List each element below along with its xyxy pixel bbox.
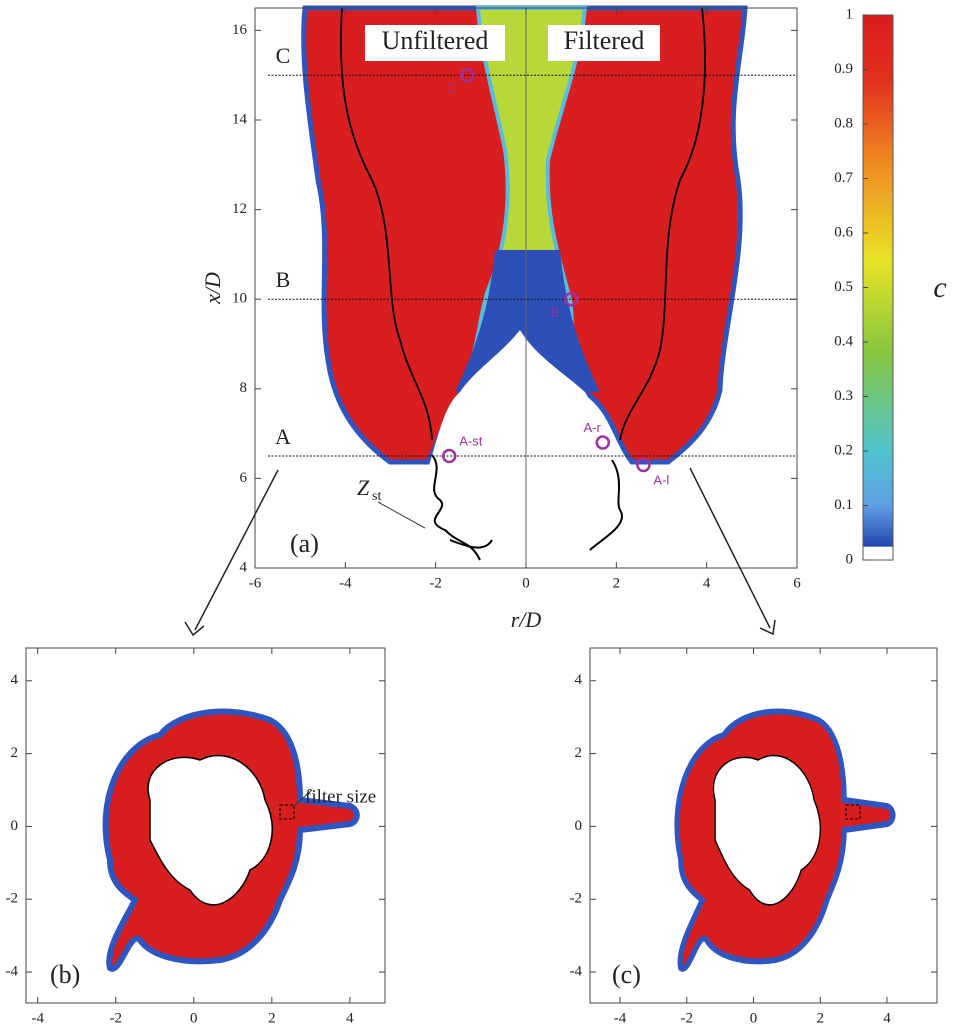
x-tick-label: -4 <box>614 1010 627 1026</box>
colorbar-tick-label: 1 <box>846 6 854 22</box>
colorbar-tick-label: 0.3 <box>834 388 853 404</box>
x-tick-label: 0 <box>750 1010 758 1026</box>
y-tick-label: -4 <box>6 963 19 979</box>
y-tick-label: 6 <box>240 470 248 486</box>
section-label: C <box>276 43 291 68</box>
y-tick-label: 8 <box>240 380 248 396</box>
x-tick-label: 0 <box>190 1010 198 1026</box>
x-tick-label: 6 <box>793 575 801 591</box>
x-tick-label: -6 <box>249 575 262 591</box>
x-axis-label: r/D <box>511 607 542 632</box>
page: {"panel_a": {"label": "(a)", "xlabel": "… <box>0 0 955 1035</box>
field-c <box>677 712 893 969</box>
panel-title: Unfiltered <box>382 26 489 55</box>
colorbar-tick-label: 0 <box>846 551 854 567</box>
figure: Unfiltered Filtered (a) r/D x/D Z st c f… <box>0 0 955 1035</box>
zst-symbol: Z <box>357 475 370 500</box>
panel-label: (b) <box>50 960 80 989</box>
panel-label: (a) <box>290 529 319 558</box>
y-tick-label: 4 <box>11 672 19 688</box>
x-tick-label: -2 <box>110 1010 123 1026</box>
y-tick-label: 4 <box>240 559 248 575</box>
x-tick-label: 2 <box>268 1010 276 1026</box>
colorbar-tick-label: 0.2 <box>834 442 853 458</box>
y-axis-label: x/D <box>200 272 225 305</box>
y-tick-label: -4 <box>570 963 583 979</box>
x-tick-label: 4 <box>346 1010 354 1026</box>
x-tick-label: 0 <box>522 575 530 591</box>
y-tick-label: 10 <box>232 291 247 307</box>
colorbar-tick-label: 0.9 <box>834 61 853 77</box>
probe-label: A-l <box>653 472 669 487</box>
colorbar-tick-label: 0.1 <box>834 497 853 513</box>
panel-title: Filtered <box>564 26 645 55</box>
x-tick-label: 4 <box>883 1010 891 1026</box>
y-tick-label: 0 <box>11 818 19 834</box>
y-tick-label: 14 <box>232 111 248 127</box>
probe-label: A-r <box>583 420 601 435</box>
field-a <box>304 8 745 568</box>
section-label: B <box>276 267 291 292</box>
panel-label: (c) <box>612 960 641 989</box>
y-tick-label: 2 <box>11 745 19 761</box>
y-tick-label: 4 <box>575 672 583 688</box>
x-tick-label: -4 <box>339 575 352 591</box>
annotation: filter size <box>305 786 376 807</box>
colorbar-tick-label: 0.7 <box>834 170 853 186</box>
y-tick-label: -2 <box>6 891 19 907</box>
colorbar-tick-label: 0.4 <box>834 333 853 349</box>
y-tick-label: 16 <box>232 22 248 38</box>
zst-subscript: st <box>372 489 381 504</box>
x-tick-label: 2 <box>613 575 621 591</box>
field-b <box>106 712 357 969</box>
colorbar-tick-label: 0.5 <box>834 279 853 295</box>
section-label: A <box>275 424 291 449</box>
x-tick-label: -2 <box>681 1010 694 1026</box>
colorbar-tick-label: 0.6 <box>834 224 853 240</box>
y-tick-label: -2 <box>570 891 583 907</box>
y-tick-label: 2 <box>575 745 583 761</box>
pointer <box>378 502 425 528</box>
x-tick-label: 4 <box>703 575 711 591</box>
x-tick-label: -4 <box>31 1010 44 1026</box>
probe-label: A-st <box>459 433 483 448</box>
y-tick-label: 0 <box>575 818 583 834</box>
arrow <box>690 468 775 634</box>
colorbar-label: c <box>933 271 946 304</box>
x-tick-label: -2 <box>429 575 442 591</box>
arrow <box>185 470 278 635</box>
x-tick-label: 2 <box>816 1010 824 1026</box>
y-tick-label: 12 <box>232 201 247 217</box>
probe-label: B <box>550 305 559 320</box>
colorbar-tick-label: 0.8 <box>834 115 853 131</box>
probe-label: C <box>446 81 455 96</box>
